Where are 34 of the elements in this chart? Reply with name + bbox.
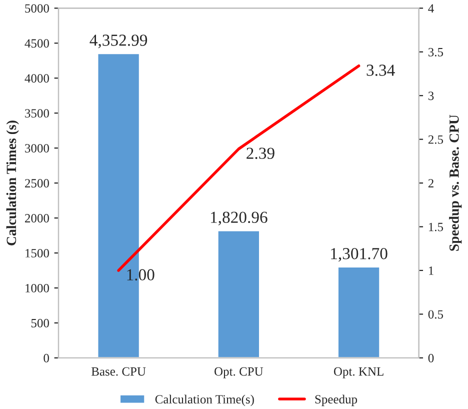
bar (216, 230, 260, 358)
data-label: 4,352.99 (90, 34, 148, 48)
y-tick-label: 0 (44, 354, 49, 362)
y2-tick-label: 3 (428, 92, 434, 100)
data-label: 3.34 (366, 64, 395, 76)
y-tick-label: 5000 (25, 4, 49, 13)
y2-tick-label: 2.5 (428, 135, 444, 144)
x-tick-label: Base. CPU (91, 367, 146, 376)
y-tick-label: 1000 (26, 284, 49, 292)
y2-tick-label: 0 (428, 354, 434, 362)
x-tick-label: Opt. CPU (214, 367, 264, 378)
y2-tick-label: 4 (428, 4, 434, 13)
bar (337, 266, 381, 358)
y-tick-label: 2500 (25, 179, 49, 188)
data-label: 2.39 (246, 148, 274, 159)
y-tick-label: 4500 (24, 39, 49, 48)
y2-tick-label: 1 (428, 266, 434, 275)
data-label: 1,820.96 (210, 212, 268, 226)
y-tick-label: 3000 (25, 144, 49, 153)
x-tick-label: Opt. KNL (334, 367, 384, 378)
legend-label: Calculation Time(s) (155, 394, 254, 406)
y-tick-label: 4000 (24, 74, 49, 83)
y-axis-title: Calculation Times (s) (6, 120, 19, 246)
y-tick-label: 1500 (26, 248, 49, 258)
y2-tick-label: 0.5 (428, 310, 444, 319)
y2-tick-label: 2 (428, 179, 434, 188)
legend-label: Speedup (315, 394, 358, 406)
y-tick-label: 500 (31, 318, 49, 328)
y2-axis-title: Speedup vs. Base. CPU (449, 114, 462, 251)
data-label: 1,301.70 (331, 248, 388, 262)
y-tick-label: 3500 (25, 109, 49, 118)
y2-tick-label: 1.5 (428, 222, 444, 232)
y-tick-label: 2000 (25, 214, 49, 222)
y2-tick-label: 3.5 (428, 48, 444, 56)
